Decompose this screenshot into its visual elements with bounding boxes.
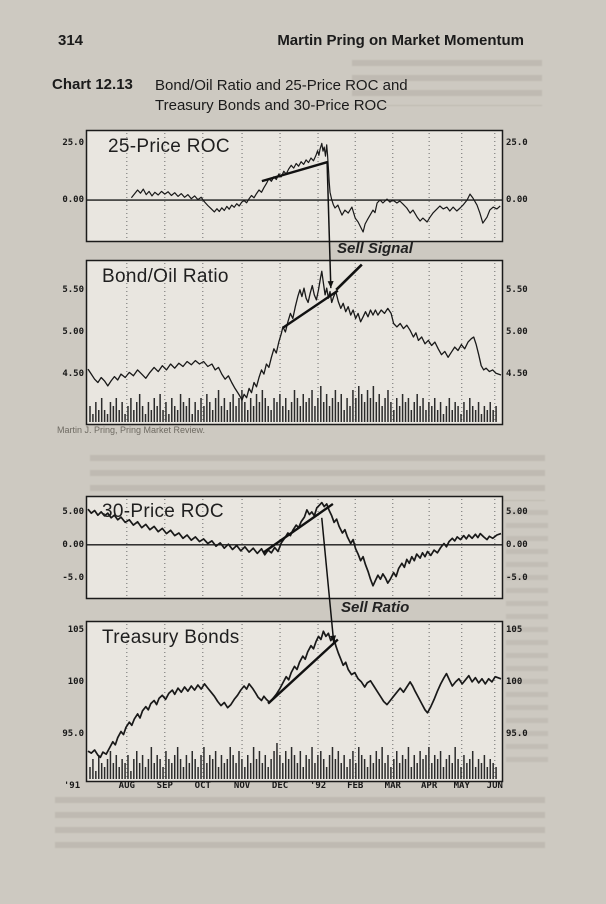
- panel-title-treasury-bonds: Treasury Bonds: [102, 627, 240, 648]
- y-tick-label: 0.00: [506, 539, 528, 550]
- x-axis-label: SEP: [156, 781, 173, 791]
- page-showthrough: [90, 455, 545, 501]
- panel-title-30-price-roc: 30-Price ROC: [102, 501, 224, 522]
- y-tick-label: 100: [67, 676, 84, 687]
- y-tick-label: 5.00: [62, 506, 84, 517]
- page-number: 314: [58, 32, 84, 49]
- x-axis-label: MAY: [453, 781, 470, 791]
- chart-source-line: Martin J. Pring, Pring Market Review.: [57, 425, 206, 435]
- y-tick-label: 4.50: [62, 369, 84, 380]
- chart-caption-label: Chart 12.13: [52, 76, 133, 93]
- x-axis-label: '92: [309, 781, 327, 791]
- y-tick-label: 95.0: [62, 728, 84, 739]
- y-tick-label: 5.00: [506, 506, 528, 517]
- sell-signal-annotation: Sell Signal: [337, 240, 413, 257]
- running-head: Martin Pring on Market Momentum: [277, 32, 524, 49]
- y-tick-label: 105: [67, 625, 84, 636]
- y-tick-label: 25.0: [506, 137, 528, 148]
- y-tick-label: 0.00: [506, 195, 528, 206]
- x-axis-label: MAR: [384, 781, 401, 791]
- page-showthrough: [352, 60, 542, 106]
- x-axis-label: APR: [420, 781, 438, 791]
- page-showthrough: [55, 797, 545, 857]
- panel-title-bond-oil-ratio: Bond/Oil Ratio: [102, 266, 229, 287]
- x-axis-label: AUG: [118, 781, 135, 791]
- panel-title-25-price-roc: 25-Price ROC: [108, 136, 230, 157]
- y-tick-label: -5.0: [62, 572, 84, 583]
- x-axis-label: DEC: [271, 781, 289, 791]
- chart-caption-text: Bond/Oil Ratio and 25-Price ROC and Trea…: [155, 76, 408, 116]
- x-axis-label: NOV: [233, 781, 251, 791]
- y-tick-label: 0.00: [62, 195, 84, 206]
- y-tick-label: 0.00: [62, 539, 84, 550]
- x-axis-label: JUN: [486, 781, 503, 791]
- y-tick-label: 100: [506, 676, 523, 687]
- page-showthrough: [506, 510, 548, 770]
- sell-ratio-annotation: Sell Ratio: [341, 599, 410, 616]
- y-tick-label: -5.0: [506, 572, 528, 583]
- y-tick-label: 105: [506, 625, 523, 636]
- y-tick-label: 5.50: [62, 284, 84, 295]
- x-axis-label: '91: [63, 781, 81, 791]
- y-tick-label: 5.00: [62, 326, 84, 337]
- y-tick-label: 5.50: [506, 284, 528, 295]
- y-tick-label: 95.0: [506, 728, 528, 739]
- x-axis-label: FEB: [347, 781, 364, 791]
- x-axis-label: OCT: [194, 781, 211, 791]
- y-tick-label: 25.0: [62, 137, 84, 148]
- chart-caption-line2: Treasury Bonds and 30-Price ROC: [155, 97, 388, 114]
- y-tick-label: 5.00: [506, 326, 528, 337]
- y-tick-label: 4.50: [506, 369, 528, 380]
- chart-caption-line1: Bond/Oil Ratio and 25-Price ROC and: [155, 77, 408, 94]
